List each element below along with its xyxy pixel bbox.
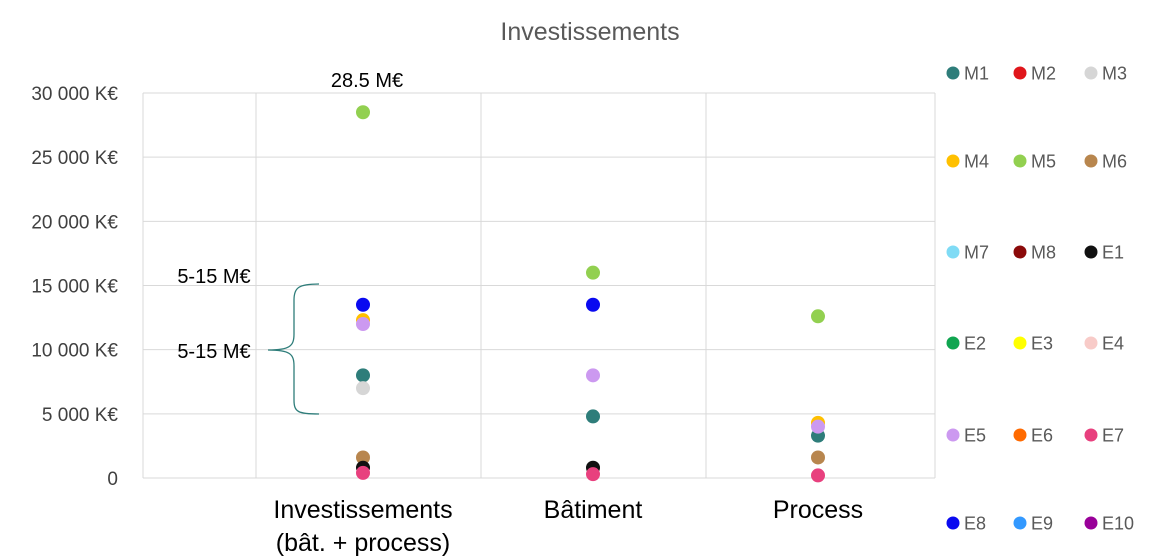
x-category-label: Bâtiment: [544, 496, 643, 524]
point-e7: [356, 465, 370, 480]
legend-label: E5: [964, 426, 986, 446]
legend-label: E6: [1031, 426, 1053, 446]
y-tick-label: 5 000 K€: [42, 405, 118, 426]
annotation-label: 5-15 M€: [177, 341, 250, 363]
x-axis-categories: Investissements (bât. + process) Bâtiment P…: [273, 496, 863, 557]
legend-marker-e7: [1084, 428, 1098, 442]
point-e7: [811, 468, 825, 483]
legend-label: E9: [1031, 514, 1053, 534]
point-m5: [356, 105, 370, 120]
range-brace: [267, 283, 320, 415]
legend-marker-m6: [1084, 154, 1098, 168]
legend-label: E1: [1102, 243, 1124, 263]
legend-marker-m2: [1013, 66, 1027, 80]
legend-label: E2: [964, 334, 986, 354]
legend-label: E4: [1102, 334, 1124, 354]
point-e5: [811, 419, 825, 434]
y-tick-label: 30 000 K€: [31, 84, 118, 105]
y-axis-ticks: 0 5 000 K€ 10 000 K€ 15 000 K€ 20 000 K€ 25 0…: [31, 84, 118, 490]
point-m6: [356, 450, 370, 465]
legend-marker-e1: [1084, 245, 1098, 259]
point-m6: [811, 450, 825, 465]
point-e8: [586, 297, 600, 312]
chart-title: Investissements: [500, 18, 679, 46]
legend-label: E8: [964, 514, 986, 534]
data-points: [356, 105, 825, 483]
legend: M1 M2 M3 M4 M5 M6 M7 M8 E1 E2 E3 E4 E5 E6 E7 E8 E9 E10: [946, 64, 1134, 534]
point-m5: [811, 309, 825, 324]
legend-label: M8: [1031, 243, 1056, 263]
legend-label: M6: [1102, 152, 1127, 172]
point-m5: [586, 265, 600, 280]
legend-marker-e2: [946, 336, 960, 350]
legend-marker-e6: [1013, 428, 1027, 442]
legend-marker-m8: [1013, 245, 1027, 259]
y-tick-label: 0: [107, 469, 118, 490]
y-tick-label: 25 000 K€: [31, 148, 118, 169]
legend-marker-e5: [946, 428, 960, 442]
point-e5: [586, 368, 600, 383]
legend-label: M5: [1031, 152, 1056, 172]
y-tick-label: 20 000 K€: [31, 212, 118, 233]
legend-label: M2: [1031, 64, 1056, 84]
legend-label: M1: [964, 64, 989, 84]
point-e8: [356, 297, 370, 312]
legend-marker-e4: [1084, 336, 1098, 350]
legend-marker-m3: [1084, 66, 1098, 80]
point-m3: [356, 381, 370, 396]
legend-label: E3: [1031, 334, 1053, 354]
legend-marker-m1: [946, 66, 960, 80]
range-brace-shape: [267, 283, 320, 415]
y-tick-label: 15 000 K€: [31, 277, 118, 298]
legend-marker-e8: [946, 516, 960, 530]
point-e5: [356, 317, 370, 331]
x-category-label: Process: [773, 496, 863, 524]
annotations: 28.5 M€ 5-15 M€ 5-15 M€: [177, 70, 403, 363]
legend-label: M7: [964, 243, 989, 263]
legend-label: E10: [1102, 514, 1134, 534]
point-m1: [356, 368, 370, 383]
legend-marker-e3: [1013, 336, 1027, 350]
point-m1: [586, 409, 600, 424]
legend-marker-m7: [946, 245, 960, 259]
annotation-label: 28.5 M€: [331, 70, 403, 92]
x-category-label: (bât. + process): [276, 529, 450, 557]
legend-marker-e9: [1013, 516, 1027, 530]
point-e7: [586, 467, 600, 482]
legend-label: M4: [964, 152, 989, 172]
legend-label: M3: [1102, 64, 1127, 84]
y-tick-label: 10 000 K€: [31, 341, 118, 362]
annotation-label: 5-15 M€: [177, 266, 250, 288]
x-category-label: Investissements: [273, 496, 452, 524]
legend-marker-m4: [946, 154, 960, 168]
legend-marker-e10: [1084, 516, 1098, 530]
legend-marker-m5: [1013, 154, 1027, 168]
legend-label: E7: [1102, 426, 1124, 446]
